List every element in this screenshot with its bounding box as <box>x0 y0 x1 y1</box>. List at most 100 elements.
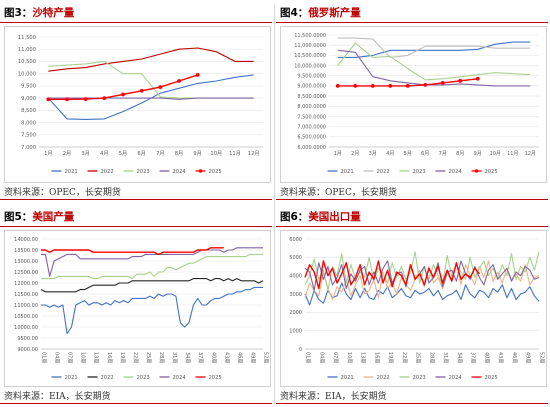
chart-russia-production: 6,000.0000 6,500.0000 7,000.0000 7,500.0000… <box>294 33 539 175</box>
x-tick-label: 31周 <box>442 352 448 363</box>
figure-title: 美国出口量 <box>308 211 361 223</box>
panel-us-production: 图5：美国产量 9000.00 9500.00 10000.00 10500.00 11… <box>0 204 274 404</box>
legend-label: 2023 <box>137 169 150 175</box>
title-rule <box>0 226 272 227</box>
x-tick-label: 3月 <box>369 151 377 157</box>
x-tick-label: 9月 <box>474 151 482 157</box>
y-tick-label: 5000 <box>289 255 302 261</box>
x-tick-label: 01周 <box>41 352 47 363</box>
x-tick-label: 2月 <box>351 151 359 157</box>
y-tick-label: 7,000 <box>21 145 36 151</box>
x-tick-label: 3月 <box>81 150 90 157</box>
y-tick-label: 13000.00 <box>14 259 38 265</box>
x-tick-label: 13周 <box>360 352 366 363</box>
x-tick-label: 8月 <box>456 151 464 157</box>
y-tick-label: 9,000.0000 <box>297 84 326 90</box>
x-tick-label: 52周 <box>539 352 545 363</box>
x-tick-label: 6月 <box>137 150 146 157</box>
figure-number: 图4： <box>280 7 309 19</box>
y-tick-label: 9,500 <box>21 84 36 90</box>
legend-label: 2021 <box>65 169 78 175</box>
x-tick-label: 11月 <box>507 151 518 157</box>
legend-label: 2024 <box>173 169 187 175</box>
x-tick-label: 25周 <box>145 352 151 363</box>
x-tick-label: 6月 <box>421 151 429 157</box>
x-tick-label: 16周 <box>106 352 112 363</box>
x-tick-label: 04周 <box>318 352 324 363</box>
series-line-2021 <box>41 286 263 335</box>
panel-russia-production: 图4：俄罗斯产量 6,000.0000 6,500.0000 7,000.0000 7… <box>276 0 550 200</box>
y-tick-label: 6,500.0000 <box>297 135 326 141</box>
title-rule <box>276 226 548 227</box>
y-tick-label: 12500.00 <box>14 270 38 276</box>
legend-label: 2022 <box>101 375 114 381</box>
series-line-2021 <box>337 41 531 58</box>
panel-title: 图4：俄罗斯产量 <box>280 5 361 20</box>
x-tick-label: 7月 <box>156 150 165 157</box>
x-tick-label: 4月 <box>100 150 109 157</box>
series-line-2025 <box>41 247 224 256</box>
x-tick-label: 28周 <box>428 352 434 363</box>
legend-label: 2025 <box>485 375 498 381</box>
legend-label: 2024 <box>449 375 463 381</box>
chart-us-exports: 0 1000 2000 3000 4000 5000 6000 01周 04周 07周 10周 13周… <box>289 237 545 381</box>
x-tick-label: 12月 <box>248 150 260 157</box>
x-tick-label: 10月 <box>210 150 222 157</box>
series-line-2022 <box>40 278 264 293</box>
chart-frame: 6,000.0000 6,500.0000 7,000.0000 7,500.0000… <box>280 26 547 183</box>
source-rule <box>0 199 272 200</box>
x-tick-label: 16周 <box>373 352 379 363</box>
x-tick-label: 12月 <box>525 151 536 157</box>
y-tick-label: 7,500 <box>21 133 36 139</box>
y-tick-label: 8,000.0000 <box>297 104 326 110</box>
x-tick-label: 46周 <box>511 352 517 363</box>
chart-frame: 7,000 7,500 8,000 8,500 9,000 9,500 10,000 10,5… <box>4 26 271 183</box>
x-tick-label: 10月 <box>490 151 501 157</box>
y-tick-label: 3000 <box>289 292 302 298</box>
source-note: 资料来源：EIA，长安期货 <box>4 392 111 402</box>
x-tick-label: 07周 <box>67 352 73 363</box>
y-tick-label: 6000 <box>289 237 302 243</box>
x-tick-label: 46周 <box>236 352 242 363</box>
title-rule <box>276 22 548 23</box>
x-tick-label: 1月 <box>44 150 53 157</box>
x-tick-label: 40周 <box>210 352 216 363</box>
legend-label: 2021 <box>341 375 354 381</box>
series-point-2025 <box>458 78 463 83</box>
legend-label: 2021 <box>65 375 78 381</box>
legend-label: 2024 <box>449 169 463 175</box>
x-tick-label: 07周 <box>332 352 338 363</box>
chart-us-production: 9000.00 9500.00 10000.00 10500.00 11000.00 11… <box>14 237 268 381</box>
y-tick-label: 9,000 <box>21 96 36 102</box>
x-tick-label: 10周 <box>80 352 86 363</box>
x-tick-label: 5月 <box>119 150 128 157</box>
legend-label: 2022 <box>377 169 390 175</box>
title-rule <box>0 22 272 23</box>
series-point-2025 <box>335 84 340 88</box>
x-tick-label: 34周 <box>184 352 190 363</box>
x-tick-label: 40周 <box>483 352 489 363</box>
y-tick-label: 10,000 <box>18 71 36 77</box>
legend-label: 2023 <box>413 375 426 381</box>
series-point-2025 <box>177 79 181 83</box>
source-note: 资料来源：OPEC，长安期货 <box>4 188 121 198</box>
legend-label: 2021 <box>341 169 354 175</box>
y-tick-label: 7,000.0000 <box>297 124 326 130</box>
x-tick-label: 34周 <box>456 352 462 363</box>
legend-marker-2025 <box>474 169 479 173</box>
y-tick-label: 13500.00 <box>14 248 38 254</box>
legend-label: 2022 <box>101 169 114 175</box>
series-point-2025 <box>195 72 200 77</box>
x-tick-label: 43周 <box>497 352 503 363</box>
series-point-2025 <box>370 84 375 88</box>
figure-number: 图3： <box>4 7 33 19</box>
y-tick-label: 11500.00 <box>14 292 38 298</box>
x-tick-label: 13周 <box>93 352 99 363</box>
series-point-2025 <box>102 96 107 101</box>
x-tick-label: 04周 <box>54 352 60 363</box>
y-tick-label: 8,500 <box>21 108 36 114</box>
legend-label: 2025 <box>209 169 222 175</box>
x-tick-label: 01周 <box>305 352 311 363</box>
figure-title: 美国产量 <box>32 211 75 223</box>
